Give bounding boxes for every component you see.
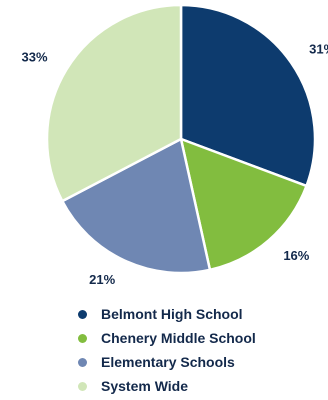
legend-swatch [78, 309, 87, 319]
pie-slice-system-wide [45, 3, 183, 203]
data-label-chenery-middle-school: 16% [283, 248, 309, 263]
data-label-belmont-high-school: 31% [309, 42, 328, 57]
pie-slice-belmont-high-school [179, 3, 317, 188]
pie-slice-chenery-middle-school [179, 137, 308, 272]
pie-slice-elementary-schools [61, 137, 212, 275]
legend-swatch [78, 381, 87, 391]
legend-label: Elementary Schools [101, 354, 235, 370]
pie-plot-area: 31% 16% 21% 33% [22, 3, 328, 285]
legend-item-belmont-high-school: Belmont High School [78, 302, 256, 326]
legend-label: Chenery Middle School [101, 330, 256, 346]
legend-swatch [78, 333, 87, 343]
legend-label: System Wide [101, 378, 189, 394]
legend-item-chenery-middle-school: Chenery Middle School [78, 326, 256, 350]
legend-item-system-wide: System Wide [78, 374, 256, 398]
legend-swatch [78, 357, 87, 367]
legend-item-elementary-schools: Elementary Schools [78, 350, 256, 374]
legend-label: Belmont High School [101, 306, 243, 322]
legend: Belmont High School Chenery Middle Schoo… [78, 302, 256, 398]
data-label-system-wide: 33% [22, 50, 48, 65]
data-label-elementary-schools: 21% [89, 272, 115, 285]
